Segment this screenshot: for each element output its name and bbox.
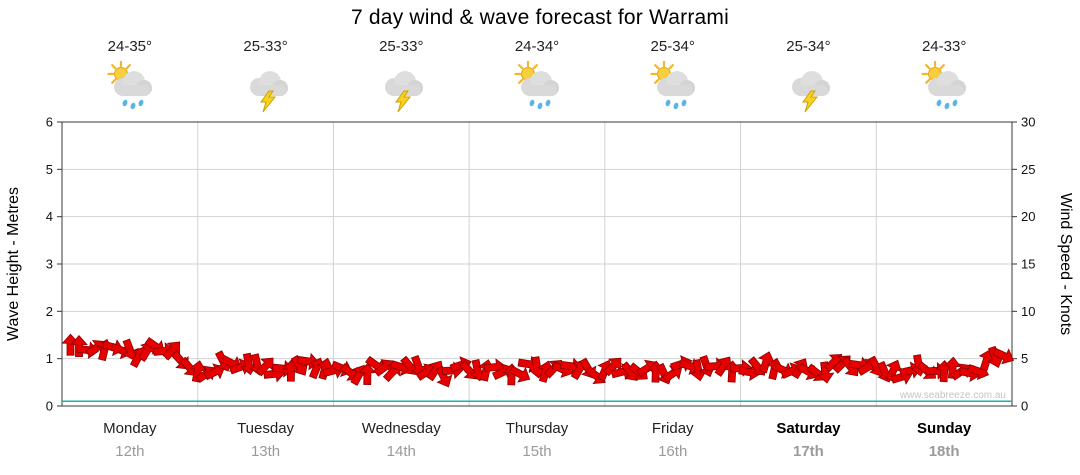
cloud-icon [249,71,288,96]
cloud-icon [928,71,967,96]
sun-cloud-rain-icon [608,60,738,115]
raindrops-icon [936,99,958,110]
temperature-range: 25-34° [650,38,695,55]
left-tick-label: 6 [46,115,53,130]
daily-summary-row: 24-35° 25-33° 25-33° 24-34° 25-34° 25-34° 24-3… [0,38,1080,122]
wind-arrow [435,365,453,388]
cloud-icon [113,71,152,96]
lightning-bolt-icon [802,90,819,113]
wind-arrow [992,347,1015,365]
day-label-thursday: Thursday 15th [470,420,604,460]
day-summary-friday: 25-34° [608,38,738,115]
day-summary-sunday: 24-33° [879,38,1009,115]
sun-icon [921,60,949,88]
day-date: 14th [386,443,416,460]
wind-arrow [122,338,139,361]
day-name: Sunday [917,420,972,437]
day-labels-row: Monday 12th Tuesday 13th Wednesday 14th Thursd… [0,420,1080,475]
temperature-range: 24-35° [107,38,153,55]
raindrops-icon [665,99,687,110]
left-tick-label: 2 [46,304,53,319]
day-summary-saturday: 25-34° [743,38,873,115]
left-tick-label: 4 [46,209,53,224]
day-label-wednesday: Wednesday 14th [334,420,468,460]
right-tick-label: 25 [1021,162,1035,177]
day-name: Saturday [776,420,841,437]
day-date: 15th [522,443,552,460]
watermark: www.seabreeze.com.au [899,390,1006,401]
day-summary-wednesday: 25-33° [336,38,466,115]
temperature-range: 25-33° [243,38,288,55]
temperature-range: 24-34° [514,38,560,55]
wind-arrow [603,357,622,377]
cloud-lightning-icon [743,61,873,115]
sun-cloud-rain-icon [65,60,195,115]
cloud-icon [792,71,831,96]
day-name: Thursday [505,420,569,437]
left-tick-label: 0 [46,399,53,414]
day-date: 13th [250,443,281,460]
right-tick-label: 5 [1021,351,1028,366]
day-label-friday: Friday 16th [606,420,740,460]
day-name: Friday [651,420,694,437]
raindrops-icon [122,99,144,110]
wind-arrow [816,361,835,384]
day-name: Tuesday [237,420,295,437]
right-tick-label: 10 [1021,304,1035,319]
day-label-tuesday: Tuesday 13th [199,420,333,460]
day-label-monday: Monday 12th [63,420,197,460]
sun-cloud-rain-icon [472,60,602,115]
cloud-icon [656,71,695,96]
sun-cloud-rain-icon [879,60,1009,115]
cloud-icon [385,71,424,96]
cloud-icon [521,71,559,96]
raindrops-icon [529,99,551,110]
day-name: Monday [103,420,157,437]
lightning-bolt-icon [395,90,412,113]
left-tick-label: 5 [46,162,53,177]
wind-arrow [162,341,181,361]
day-label-saturday: Saturday 17th [741,420,875,460]
wind-arrow [508,365,531,383]
right-tick-label: 15 [1021,257,1035,272]
day-date: 17th [793,443,824,460]
right-tick-label: 20 [1021,209,1035,224]
right-tick-label: 30 [1021,115,1035,130]
temperature-range: 25-33° [379,38,424,55]
day-date: 12th [115,443,145,460]
day-summary-thursday: 24-34° [472,38,602,115]
temperature-range: 25-34° [786,38,831,55]
day-label-sunday: Sunday 18th [877,420,1011,460]
day-date: 18th [928,443,960,460]
left-tick-label: 1 [46,351,53,366]
day-summary-monday: 24-35° [65,38,195,115]
cloud-lightning-icon [336,61,466,115]
lightning-bolt-icon [259,90,276,113]
left-tick-label: 3 [46,257,53,272]
right-tick-label: 0 [1021,399,1028,414]
day-name: Wednesday [361,420,441,437]
day-summary-tuesday: 25-33° [201,38,331,115]
wind-arrow [757,351,775,374]
day-date: 16th [658,443,688,460]
chart-title: 7 day wind & wave forecast for Warrami [351,6,729,29]
cloud-lightning-icon [201,61,331,115]
wind-arrow [358,362,377,385]
temperature-range: 24-33° [921,38,967,55]
wind-arrow [290,354,308,376]
